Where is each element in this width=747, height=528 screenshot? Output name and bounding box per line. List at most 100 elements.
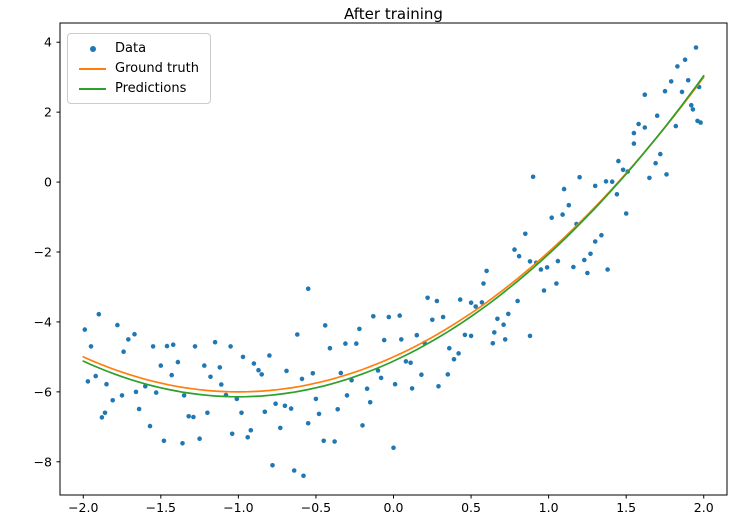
data-point bbox=[555, 258, 561, 264]
data-point bbox=[104, 381, 109, 387]
data-point bbox=[530, 174, 536, 180]
data-point bbox=[133, 389, 139, 395]
data-point bbox=[541, 288, 547, 293]
data-point bbox=[636, 121, 641, 127]
data-point bbox=[291, 468, 297, 473]
data-point bbox=[642, 92, 648, 97]
data-point bbox=[180, 441, 185, 446]
data-point bbox=[599, 232, 604, 238]
data-point bbox=[588, 251, 593, 257]
data-point bbox=[343, 341, 348, 346]
data-point bbox=[490, 341, 496, 346]
data-point bbox=[102, 410, 108, 416]
data-point bbox=[217, 365, 223, 370]
y-tick-label: 2 bbox=[44, 105, 52, 120]
data-point bbox=[332, 439, 337, 444]
data-point bbox=[527, 259, 533, 264]
data-point bbox=[126, 337, 131, 342]
data-point bbox=[335, 407, 341, 412]
data-point bbox=[631, 130, 637, 136]
data-point bbox=[425, 295, 430, 301]
data-point bbox=[381, 337, 387, 343]
y-tick-label: −8 bbox=[34, 454, 52, 469]
legend-swatch bbox=[79, 67, 106, 70]
data-point bbox=[623, 211, 629, 216]
data-point bbox=[620, 167, 626, 173]
data-point bbox=[690, 107, 696, 112]
data-point bbox=[462, 332, 468, 338]
data-point bbox=[273, 401, 278, 407]
data-point bbox=[662, 88, 668, 94]
data-point bbox=[451, 357, 457, 362]
data-point bbox=[473, 304, 479, 309]
data-point bbox=[170, 342, 176, 348]
data-point bbox=[585, 270, 590, 276]
data-point bbox=[248, 428, 254, 433]
data-point bbox=[693, 45, 699, 50]
data-point bbox=[408, 360, 413, 366]
data-point bbox=[357, 326, 362, 332]
data-point bbox=[305, 421, 311, 426]
data-point bbox=[512, 247, 517, 252]
data-point bbox=[592, 183, 598, 189]
x-tick-label: −1.5 bbox=[146, 500, 176, 515]
data-point bbox=[240, 354, 246, 360]
data-point bbox=[367, 400, 373, 405]
data-point bbox=[205, 410, 210, 416]
data-point bbox=[631, 141, 637, 146]
line-sample-icon bbox=[79, 87, 106, 90]
data-point bbox=[212, 339, 218, 345]
chart-title: After training bbox=[344, 5, 443, 23]
data-point bbox=[354, 341, 359, 346]
data-point bbox=[158, 363, 164, 368]
data-point bbox=[582, 257, 587, 263]
y-tick-label: −2 bbox=[34, 245, 52, 260]
data-point bbox=[502, 337, 508, 342]
y-tick-label: −6 bbox=[34, 384, 52, 399]
x-tick-label: −2.0 bbox=[68, 500, 98, 515]
legend: Data Ground truth Predictions bbox=[67, 33, 211, 104]
data-point bbox=[560, 212, 565, 217]
legend-swatch bbox=[79, 87, 106, 90]
data-point bbox=[228, 344, 233, 349]
data-point bbox=[698, 120, 703, 125]
legend-label: Predictions bbox=[115, 81, 187, 96]
data-point bbox=[186, 414, 191, 419]
data-point bbox=[321, 438, 327, 444]
data-point bbox=[88, 344, 94, 349]
data-point bbox=[523, 231, 528, 237]
data-point bbox=[668, 79, 674, 84]
data-point bbox=[445, 372, 451, 377]
data-point bbox=[202, 363, 207, 368]
data-point bbox=[554, 281, 559, 286]
data-point bbox=[239, 410, 244, 416]
data-point bbox=[344, 393, 350, 398]
data-point bbox=[256, 367, 261, 373]
data-point bbox=[609, 179, 615, 184]
data-point bbox=[375, 368, 381, 373]
data-point bbox=[457, 297, 463, 302]
legend-item-predictions: Predictions bbox=[79, 82, 199, 95]
x-tick-label: 1.5 bbox=[616, 500, 636, 515]
data-point bbox=[371, 314, 376, 319]
data-point bbox=[278, 425, 283, 431]
data-point bbox=[136, 406, 142, 412]
data-point bbox=[603, 179, 609, 184]
data-point bbox=[419, 372, 424, 378]
data-point bbox=[654, 113, 660, 118]
data-point bbox=[616, 158, 621, 164]
data-point bbox=[229, 431, 235, 437]
data-point bbox=[85, 379, 91, 384]
legend-swatch bbox=[79, 45, 106, 52]
x-tick-label: −0.5 bbox=[301, 500, 331, 515]
data-point bbox=[197, 436, 202, 442]
x-tick-label: 1.0 bbox=[539, 500, 559, 515]
data-point bbox=[191, 414, 196, 420]
data-point bbox=[150, 344, 156, 349]
data-point bbox=[642, 125, 648, 130]
data-point bbox=[664, 172, 669, 177]
data-point bbox=[82, 327, 88, 332]
data-point bbox=[515, 298, 520, 304]
data-point bbox=[392, 381, 398, 387]
